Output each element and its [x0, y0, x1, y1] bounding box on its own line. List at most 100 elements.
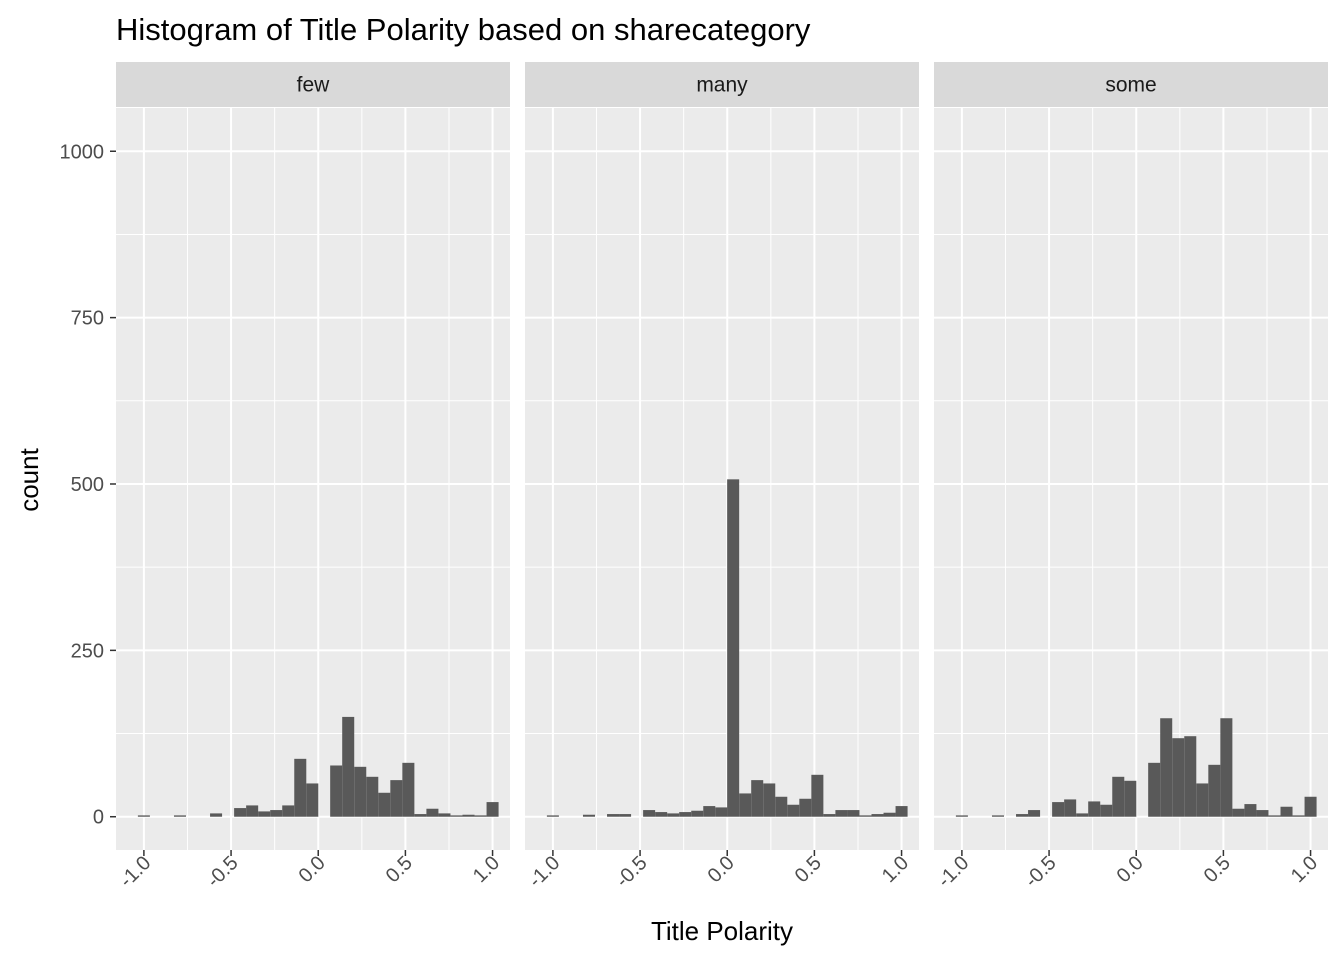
histogram-bar: [390, 780, 403, 817]
histogram-bar: [955, 815, 968, 817]
histogram-bar: [1028, 810, 1041, 817]
facet-panel-some: some -1.0 -0.5 0.0 0.5 1.0: [933, 62, 1328, 892]
histogram-bar: [1172, 738, 1185, 817]
histogram-bar: [739, 793, 752, 817]
histogram-bar: [402, 762, 415, 817]
histogram-bar: [835, 810, 848, 817]
histogram-bar: [1016, 814, 1029, 817]
facet-panel-few: few -1.0 -0.5 0.0 0.5 1.0: [115, 62, 510, 892]
histogram-bar: [715, 807, 728, 817]
x-tick-label: 0.5: [791, 852, 826, 887]
histogram-bar: [703, 806, 716, 817]
histogram-bar: [991, 815, 1004, 817]
histogram-bar: [787, 804, 800, 817]
histogram-bar: [1220, 718, 1233, 817]
histogram-bar: [895, 806, 908, 817]
histogram-bar: [655, 812, 668, 817]
histogram-bar: [871, 814, 884, 817]
histogram-bar: [137, 815, 150, 817]
x-tick-label: -1.0: [115, 852, 155, 892]
chart-title: Histogram of Title Polarity based on sha…: [116, 12, 811, 47]
histogram-bar: [1148, 762, 1161, 817]
x-tick-label: 0.5: [1200, 852, 1235, 887]
y-axis-title: count: [14, 447, 44, 511]
y-tick-label: 750: [71, 308, 104, 330]
histogram-bar: [1076, 813, 1089, 817]
facet-strip: [525, 62, 919, 107]
histogram-bar: [378, 792, 391, 817]
histogram-bar: [342, 716, 355, 817]
histogram-bar: [607, 814, 620, 817]
histogram-bar: [1256, 810, 1269, 817]
y-tick-label: 500: [71, 474, 104, 496]
histogram-bar: [234, 808, 247, 817]
histogram-bar: [1124, 780, 1137, 817]
x-tick-label: -0.5: [203, 852, 243, 892]
histogram-bar: [679, 812, 692, 817]
y-tick-label: 250: [71, 640, 104, 662]
histogram-bar: [426, 808, 439, 817]
histogram-bar: [474, 815, 487, 817]
histogram-bar: [727, 479, 740, 817]
histogram-bar: [859, 815, 872, 817]
facet-panels: few -1.0 -0.5 0.0 0.5 1.0 many -1.0 -0.5 0.0 0.5 1.…: [115, 62, 1328, 892]
histogram-bar: [619, 814, 632, 817]
x-tick-label: -0.5: [612, 852, 652, 892]
histogram-bar: [1100, 804, 1113, 817]
histogram-bar: [1052, 802, 1065, 817]
facet-label: some: [1105, 74, 1156, 97]
histogram-bar: [282, 805, 295, 817]
histogram-bar: [450, 815, 463, 817]
x-tick-label: 0.0: [1113, 852, 1148, 887]
y-tick-label: 1000: [60, 141, 105, 163]
x-tick-label: 0.0: [704, 852, 739, 887]
facet-label: few: [297, 74, 331, 97]
x-tick-label: -1.0: [524, 852, 564, 892]
histogram-bar: [462, 814, 475, 817]
histogram-bar: [414, 814, 427, 817]
histogram-bar: [1268, 815, 1281, 817]
histogram-bar: [667, 813, 680, 817]
histogram-bar: [1160, 718, 1173, 817]
histogram-bar: [1196, 783, 1209, 817]
panel-background: [116, 108, 510, 850]
histogram-bar: [799, 798, 812, 817]
y-axis: 0 250 500 750 1000: [60, 141, 116, 829]
x-tick-label: 1.0: [878, 852, 913, 887]
histogram-bar: [883, 812, 896, 817]
panel-background: [525, 108, 919, 850]
histogram-bar: [1292, 815, 1305, 817]
histogram-bar: [643, 810, 656, 817]
facet-strip: [934, 62, 1328, 107]
x-axis-title: Title Polarity: [651, 916, 793, 946]
histogram-bar: [258, 811, 271, 817]
histogram-bar: [1232, 808, 1245, 817]
histogram-bar: [438, 813, 451, 817]
histogram-bar: [763, 783, 776, 817]
x-tick-label: 1.0: [469, 852, 504, 887]
histogram-bar: [546, 815, 559, 817]
facet-label: many: [696, 74, 748, 97]
x-tick-label: -1.0: [933, 852, 973, 892]
histogram-bar: [811, 774, 824, 817]
x-tick-label: 0.0: [295, 852, 330, 887]
histogram-bar: [1184, 736, 1197, 817]
histogram-bar: [847, 810, 860, 817]
histogram-bar: [246, 805, 259, 817]
histogram-bar: [366, 776, 379, 817]
histogram-bar: [1280, 806, 1293, 817]
histogram-bar: [1064, 799, 1077, 817]
x-tick-label: 0.5: [382, 852, 417, 887]
histogram-bar: [1088, 801, 1101, 817]
histogram-bar: [270, 810, 283, 817]
histogram-bar: [486, 802, 499, 817]
panel-background: [934, 108, 1328, 850]
histogram-bar: [691, 810, 704, 817]
histogram-bar: [775, 796, 788, 817]
histogram-bar: [1304, 796, 1317, 817]
histogram-bar: [173, 815, 186, 817]
histogram-bar: [330, 765, 343, 817]
histogram-bar: [1244, 804, 1257, 817]
histogram-bar: [306, 783, 319, 817]
